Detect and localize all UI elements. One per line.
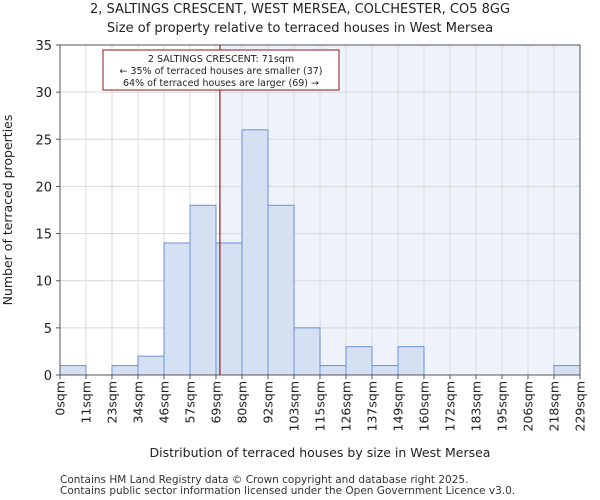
histogram-bar: [163, 242, 191, 376]
y-tick-label: 25: [35, 133, 52, 148]
x-tick-label: 218sqm: [547, 381, 562, 431]
chart-title: 2, SALTINGS CRESCENT, WEST MERSEA, COLCH…: [89, 2, 511, 17]
x-tick-label: 149sqm: [391, 381, 406, 431]
histogram-bar: [371, 365, 399, 376]
annotation-line-2: ← 35% of terraced houses are smaller (37…: [119, 66, 322, 77]
footer-copyright: Contains HM Land Registry data © Crown c…: [60, 474, 469, 486]
x-tick-label: 80sqm: [235, 381, 250, 424]
y-tick-label: 15: [35, 228, 52, 243]
x-tick-label: 46sqm: [157, 381, 172, 424]
histogram-bar: [241, 129, 269, 376]
histogram-bar: [319, 365, 347, 376]
histogram-bar: [267, 204, 295, 376]
x-tick-label: 103sqm: [287, 381, 302, 431]
x-tick-label: 172sqm: [443, 381, 458, 431]
x-tick-label: 206sqm: [521, 381, 536, 431]
annotation-line-1: 2 SALTINGS CRESCENT: 71sqm: [148, 54, 294, 65]
x-tick-label: 92sqm: [261, 381, 276, 424]
histogram-bar: [137, 355, 165, 376]
x-tick-label: 229sqm: [573, 381, 588, 431]
y-tick-label: 5: [44, 322, 52, 337]
footer-licence: Contains public sector information licen…: [60, 485, 516, 497]
x-tick-label: 183sqm: [469, 381, 484, 431]
y-axis-label: Number of terraced properties: [0, 115, 15, 306]
x-tick-label: 11sqm: [79, 381, 94, 424]
x-tick-label: 0sqm: [53, 381, 68, 416]
x-tick-label: 34sqm: [131, 381, 146, 424]
x-tick-label: 195sqm: [495, 381, 510, 431]
x-tick-label: 137sqm: [365, 381, 380, 431]
x-tick-label: 160sqm: [417, 381, 432, 431]
y-tick-label: 0: [44, 369, 52, 384]
annotation-box: [102, 49, 340, 91]
x-tick-label: 126sqm: [339, 381, 354, 431]
histogram-bar: [59, 365, 87, 376]
y-tick-label: 20: [35, 180, 52, 195]
annotation-line-3: 64% of terraced houses are larger (69) →: [123, 78, 319, 89]
histogram-bar: [553, 365, 581, 376]
x-tick-label: 69sqm: [209, 381, 224, 424]
chart-subtitle: Size of property relative to terraced ho…: [106, 21, 494, 36]
histogram-bar: [345, 346, 373, 376]
x-tick-label: 57sqm: [183, 381, 198, 424]
x-tick-label: 23sqm: [105, 381, 120, 424]
histogram-bar: [293, 327, 321, 376]
y-tick-label: 30: [35, 86, 52, 101]
x-axis-label: Distribution of terraced houses by size …: [150, 445, 491, 460]
y-tick-label: 35: [35, 39, 52, 54]
y-tick-label: 10: [35, 275, 52, 290]
histogram-bar: [111, 365, 139, 376]
histogram-bar: [397, 346, 425, 376]
histogram-bar: [189, 204, 217, 376]
x-tick-label: 115sqm: [313, 381, 328, 431]
